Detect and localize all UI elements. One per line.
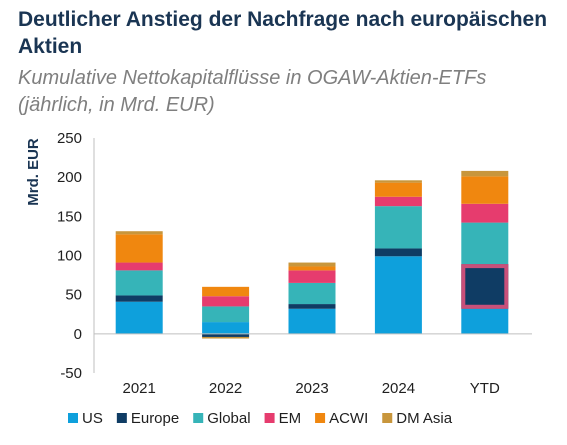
y-tick-label: 50	[65, 287, 82, 304]
bar-segment	[288, 262, 336, 267]
legend-swatch	[193, 413, 204, 423]
bar-segment	[115, 301, 163, 334]
legend-swatch	[315, 413, 326, 423]
bar-segment	[202, 333, 250, 337]
x-tick-label: YTD	[470, 380, 500, 397]
y-tick-label: 250	[57, 130, 82, 147]
legend-swatch	[382, 413, 393, 423]
bar-segment	[374, 196, 422, 207]
bar-segment	[374, 180, 422, 183]
x-axis-ticks: 2021 2022 2023 2024 YTD	[123, 380, 500, 397]
x-tick-label: 2021	[123, 380, 156, 397]
y-tick-label: -50	[60, 365, 82, 382]
legend-entry: Europe	[131, 410, 179, 427]
y-axis-ticks: -50 0 50 100 150 200 250	[57, 130, 82, 382]
bar-segment	[202, 296, 250, 307]
highlight-box	[461, 264, 509, 309]
x-tick-label: 2024	[382, 380, 415, 397]
bar-segment	[202, 306, 250, 323]
y-tick-label: 200	[57, 169, 82, 186]
axis-lines	[93, 138, 532, 373]
bar-segment	[461, 170, 509, 177]
legend-entry: Global	[207, 410, 250, 427]
bar-segment	[115, 295, 163, 302]
bar-segment	[374, 182, 422, 197]
bar-segment	[461, 308, 509, 334]
bars	[115, 170, 509, 339]
x-tick-label: 2023	[295, 380, 328, 397]
legend: US Europe Global EM ACWI DM Asia	[68, 410, 453, 427]
bar-segment	[115, 231, 163, 235]
bar-segment	[374, 248, 422, 257]
bar-segment	[115, 234, 163, 263]
bar-segment	[115, 270, 163, 296]
bar-segment	[461, 176, 509, 204]
chart-subtitle: Kumulative Nettokapitalflüsse in OGAW-Ak…	[18, 67, 487, 116]
legend-swatch	[68, 413, 78, 423]
bar-segment	[461, 203, 509, 223]
legend-swatch	[116, 413, 127, 423]
chart-title: Deutlicher Anstieg der Nachfrage nach eu…	[18, 8, 548, 58]
bar-segment	[374, 206, 422, 249]
bar-segment	[288, 282, 336, 305]
legend-entry: US	[82, 410, 103, 427]
bar-segment	[202, 286, 250, 297]
bar-segment	[461, 222, 509, 265]
y-tick-label: 100	[57, 248, 82, 265]
bar-segment	[288, 304, 336, 309]
bar-segment	[115, 262, 163, 271]
legend-entry: EM	[279, 410, 302, 427]
y-tick-label: 0	[74, 326, 82, 343]
bar-segment	[288, 270, 336, 283]
legend-swatch	[264, 413, 275, 423]
legend-entry: ACWI	[329, 410, 368, 427]
bar-segment	[374, 256, 422, 334]
bar-segment	[288, 266, 336, 271]
y-axis-label: Mrd. EUR	[25, 138, 42, 206]
legend-entry: DM Asia	[396, 410, 453, 427]
bar-segment	[288, 308, 336, 334]
bar-segment	[202, 322, 250, 334]
y-tick-label: 150	[57, 208, 82, 225]
bar-segment	[202, 336, 250, 339]
bar-segment	[461, 264, 509, 309]
x-tick-label: 2022	[209, 380, 242, 397]
